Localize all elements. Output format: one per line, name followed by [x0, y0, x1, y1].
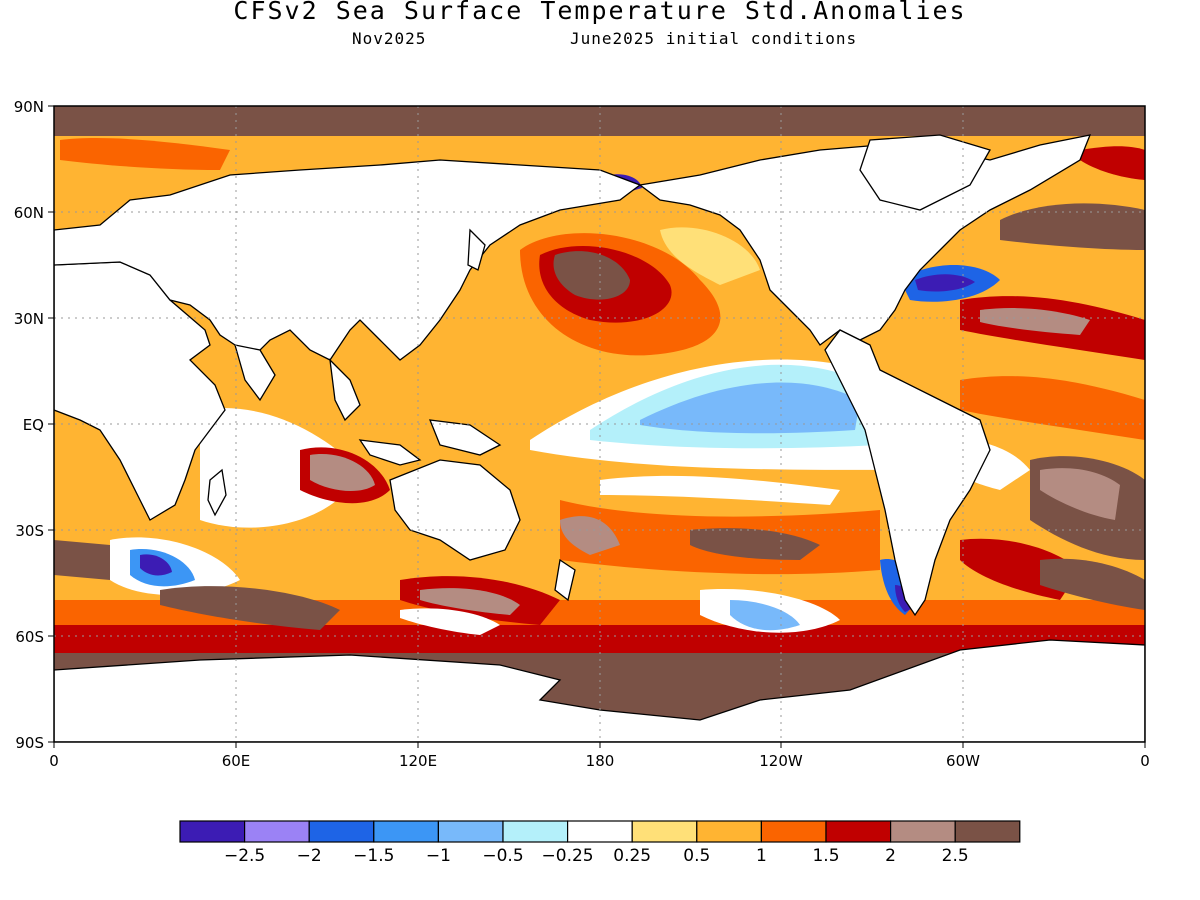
colorbar-swatch [373, 820, 439, 843]
new-zealand [554, 558, 576, 602]
colorbar-swatch [437, 820, 504, 843]
colorbar-label: −2 [297, 846, 322, 866]
colorbar-swatch [308, 820, 375, 843]
colorbar-label: 0.25 [613, 846, 651, 866]
colorbar-swatch [825, 820, 892, 843]
colorbar-swatch [566, 820, 633, 843]
colorbar-label: −0.25 [542, 846, 594, 866]
colorbar-label: −2.5 [224, 846, 265, 866]
borneo-newguinea [428, 419, 502, 456]
indochina [329, 358, 361, 422]
lat-label: 60S [15, 628, 44, 646]
colorbar-swatch [631, 820, 698, 843]
colorbar-swatch [179, 820, 246, 843]
colorbar-label: 2 [885, 846, 896, 866]
madagascar [207, 468, 227, 517]
lon-label: 0 [49, 752, 59, 770]
lon-label: 120E [399, 752, 437, 770]
lat-label: 30N [14, 310, 44, 328]
colorbar-swatch [502, 820, 569, 843]
lat-label: 90N [14, 98, 44, 116]
lat-label: 90S [15, 734, 44, 752]
australia [389, 459, 521, 561]
colorbar-label: −1 [426, 846, 451, 866]
indonesia [358, 439, 422, 466]
colorbar-swatch [760, 820, 827, 843]
lon-label: 60E [222, 752, 251, 770]
japan [467, 228, 486, 271]
colorbar: −2.5 −2 −1.5 −1 −0.5 −0.25 0.25 0.5 1 1.5 2 2.5 [179, 820, 1021, 866]
latitude-labels: 90N 60N 30N EQ 30S 60S 90S [14, 98, 44, 752]
colorbar-label: −0.5 [482, 846, 523, 866]
colorbar-label: 2.5 [942, 846, 969, 866]
lon-label: 0 [1140, 752, 1150, 770]
lon-label: 180 [586, 752, 615, 770]
antarctica [54, 639, 1145, 742]
axis-ticks [48, 105, 1146, 748]
longitude-labels: 0 60E 120E 180 120W 60W 0 [49, 752, 1150, 770]
map-title: CFSv2 Sea Surface Temperature Std.Anomal… [233, 0, 967, 25]
colorbar-swatch [954, 820, 1021, 843]
lat-label: EQ [23, 416, 44, 434]
lat-label: 30S [15, 522, 44, 540]
colorbar-label: 0.5 [683, 846, 710, 866]
lat-label: 60N [14, 204, 44, 222]
colorbar-label: 1.5 [812, 846, 839, 866]
greenland [859, 134, 991, 211]
india [234, 344, 276, 402]
eurasia [54, 159, 642, 361]
initial-conditions: June2025 initial conditions [570, 29, 858, 48]
colorbar-label: −1.5 [353, 846, 394, 866]
colorbar-swatch [696, 820, 762, 843]
forecast-month: Nov2025 [352, 29, 427, 48]
lon-label: 120W [759, 752, 803, 770]
lon-label: 60W [946, 752, 980, 770]
africa [54, 261, 226, 521]
colorbar-label: 1 [756, 846, 767, 866]
colorbar-swatch [889, 820, 956, 843]
land-masses [54, 134, 1145, 742]
south-america [824, 329, 991, 617]
colorbar-swatch [244, 820, 310, 843]
gridlines [54, 106, 1145, 742]
